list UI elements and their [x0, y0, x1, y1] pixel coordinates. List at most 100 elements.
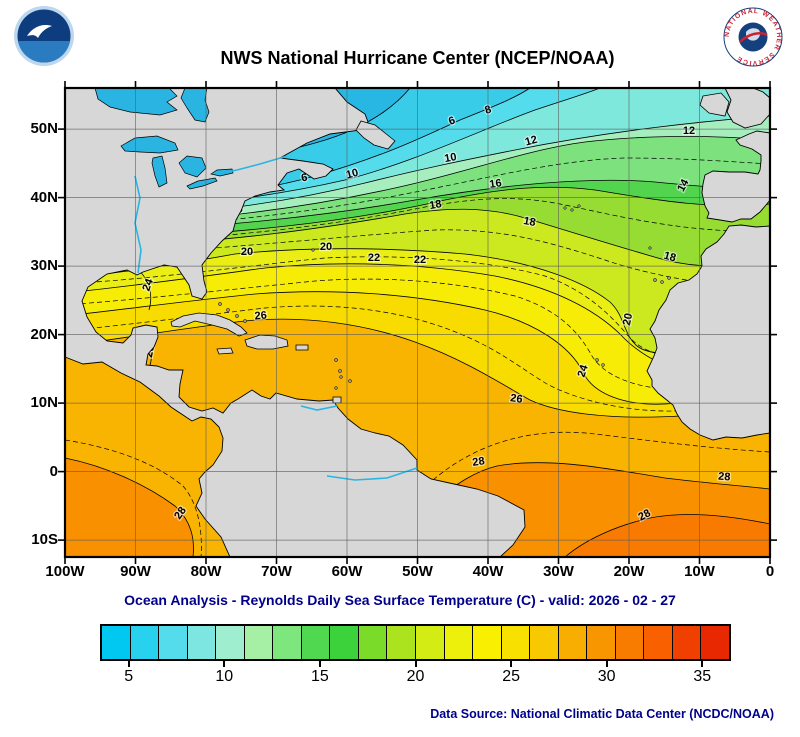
map-caption: Ocean Analysis - Reynolds Daily Sea Surf… — [124, 592, 676, 608]
lon-axis-label-30W: 30W — [543, 563, 574, 580]
colorbar-segment — [102, 626, 131, 659]
lon-axis-label-20W: 20W — [613, 563, 645, 580]
colorbar-segment — [530, 626, 559, 659]
colorbar-segment — [159, 626, 188, 659]
colorbar-segment — [130, 626, 160, 659]
isotherm-label-24: 24 — [576, 363, 591, 379]
colorbar-tick — [414, 661, 417, 667]
colorbar-tick-label-10: 10 — [215, 668, 234, 685]
nws-logo: NATIONAL WEATHER SERVICE — [723, 7, 783, 67]
lake-erie — [186, 177, 218, 190]
africa-landmass — [646, 224, 771, 441]
colorbar-segment — [244, 626, 274, 659]
isotherm-label-20: 20 — [621, 312, 635, 326]
isotherm-label-10: 10 — [345, 167, 360, 182]
lon-axis-label-90W: 90W — [120, 563, 151, 580]
landmasses — [64, 87, 771, 558]
hudson-bay — [94, 87, 178, 116]
st-lawrence-river — [226, 155, 288, 173]
colorbar-segment — [187, 626, 217, 659]
colorbar-tick-label-30: 30 — [597, 668, 616, 685]
iberia-france-landmass — [701, 130, 771, 223]
colorbar-tick-label-15: 15 — [310, 668, 329, 685]
map-frame — [63, 86, 772, 559]
isotherm-label-18: 18 — [428, 198, 442, 212]
colorbar-tick — [318, 661, 321, 667]
lon-axis-label-70W: 70W — [261, 563, 292, 580]
lon-axis-label-60W: 60W — [331, 563, 363, 580]
lat-axis-label-10N: 10N — [30, 394, 58, 412]
colorbar-tick — [223, 661, 226, 667]
newfoundland-island — [355, 120, 396, 150]
colorbar-segment — [501, 626, 531, 659]
puerto-rico-island — [295, 344, 309, 351]
sst-map: 6688101012121416181818202020222224242626… — [58, 81, 777, 564]
jamaica-island — [216, 347, 234, 355]
data-source-credit: Data Source: National Climatic Data Cent… — [430, 707, 774, 721]
isotherm-label-12: 12 — [524, 134, 539, 149]
lat-axis-label-40N: 40N — [30, 188, 58, 206]
colorbar-tick — [605, 661, 608, 667]
colorbar-segment — [444, 626, 474, 659]
britain-landmass — [724, 87, 771, 129]
colorbar-tick-label-25: 25 — [502, 668, 520, 685]
lake-michigan — [151, 155, 168, 188]
isotherm-label-6: 6 — [300, 172, 308, 185]
colorbar-segment — [330, 626, 359, 659]
isotherm-label-18: 18 — [662, 250, 677, 265]
isotherm-label-20: 20 — [241, 246, 253, 258]
noaa-seagull-icon — [27, 25, 52, 38]
noaa-logo-sea — [17, 41, 71, 63]
trinidad-island — [332, 396, 342, 404]
lon-axis-label-100W: 100W — [45, 563, 85, 580]
lon-axis-label-80W: 80W — [190, 563, 222, 580]
colorbar-segment — [615, 626, 645, 659]
ireland-island — [699, 92, 730, 117]
lat-axis-label-30N: 30N — [30, 257, 58, 275]
americas-landmass — [64, 87, 526, 558]
colorbar-segment — [301, 626, 331, 659]
temperature-colorbar — [100, 624, 731, 661]
isotherm-label-20: 20 — [320, 241, 332, 253]
axis-ticks — [58, 81, 777, 564]
small-islands — [218, 204, 671, 390]
lat-axis-label-10S: 10S — [31, 531, 58, 549]
colorbar-segment — [644, 626, 673, 659]
lon-axis-label-50W: 50W — [402, 563, 433, 580]
amazon-river — [326, 467, 418, 481]
colorbar-tick — [510, 661, 513, 667]
colorbar-segment — [387, 626, 417, 659]
isotherm-label-26: 26 — [510, 392, 524, 406]
isotherm-label-18: 18 — [522, 215, 536, 229]
colorbar-segment — [358, 626, 388, 659]
mississippi-river — [134, 175, 142, 274]
colorbar-segment — [587, 626, 616, 659]
colorbar-segment — [701, 626, 730, 659]
colorbar-tick-label-35: 35 — [693, 668, 712, 685]
isotherm-label-22: 22 — [414, 254, 426, 266]
colorbar-segment — [672, 626, 702, 659]
noaa-logo — [14, 6, 74, 66]
isotherm-label-16: 16 — [489, 177, 503, 191]
hispaniola-island — [244, 334, 289, 350]
colorbar-segment — [273, 626, 302, 659]
colorbar-tick — [127, 661, 130, 667]
isotherm-label-28: 28 — [472, 455, 486, 469]
lat-axis-label-0: 0 — [49, 462, 58, 480]
isotherm-label-22: 22 — [368, 252, 380, 264]
lon-axis-label-40W: 40W — [472, 563, 504, 580]
colorbar-tick-label-5: 5 — [124, 668, 134, 685]
sst-map-svg: 6688101012121416181818202020222224242626… — [58, 81, 777, 564]
colorbar-tick-label-20: 20 — [406, 668, 425, 685]
colorbar-segment — [216, 626, 245, 659]
colorbar-segment — [558, 626, 588, 659]
orinoco-river — [300, 405, 338, 411]
colorbar-segment — [473, 626, 502, 659]
isotherm-label-26: 26 — [254, 310, 267, 323]
nws-red-swoosh-icon — [739, 32, 768, 43]
lat-lon-grid — [65, 88, 770, 557]
lat-axis-label-50N: 50N — [30, 120, 58, 138]
isotherm-label-12: 12 — [683, 125, 695, 137]
lon-axis-label-10W: 10W — [684, 563, 715, 580]
